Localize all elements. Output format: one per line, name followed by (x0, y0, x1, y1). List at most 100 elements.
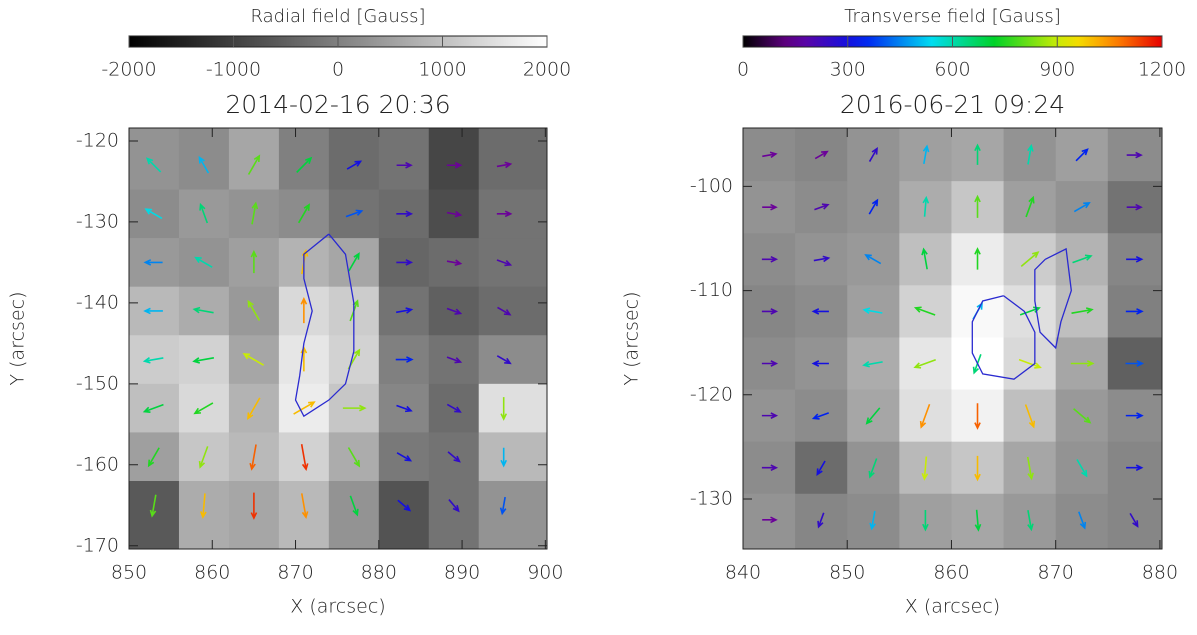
field-arrow (869, 510, 876, 531)
field-arrow (1025, 195, 1035, 218)
field-arrow (496, 355, 512, 365)
x-tick-label: 860 (194, 562, 230, 584)
x-axis-label: X (arcsec) (905, 596, 1000, 618)
radial-cell (428, 128, 480, 191)
x-tick-label: 850 (111, 562, 147, 584)
field-arrow (913, 359, 936, 369)
x-tick-label: 890 (444, 562, 480, 584)
field-arrow (922, 195, 930, 217)
contour (294, 233, 355, 418)
plot-frame (128, 127, 548, 550)
field-arrow (761, 360, 779, 367)
field-arrow (974, 509, 982, 532)
radial-cell (478, 189, 547, 239)
colorbar-tick-label: 900 (1039, 59, 1075, 81)
field-arrow (192, 306, 214, 314)
field-arrow (761, 308, 779, 315)
field-arrow (974, 194, 981, 218)
field-arrow (192, 357, 215, 364)
field-arrow (251, 201, 259, 225)
field-arrow (396, 259, 414, 266)
y-tick-label: -160 (76, 453, 119, 475)
field-arrow (397, 499, 412, 512)
plot-area (129, 128, 547, 549)
x-tick-label: 900 (527, 562, 563, 584)
field-arrow (447, 451, 461, 463)
field-arrow (816, 460, 826, 477)
contour (1034, 247, 1072, 350)
field-arrow (811, 412, 830, 420)
field-arrow (446, 307, 463, 315)
radial-cell (795, 493, 848, 549)
radial-cell (278, 128, 330, 191)
field-arrow (1018, 358, 1042, 369)
colorbar-tick-label: 1000 (418, 59, 466, 81)
x-tick-label: 840 (725, 562, 761, 584)
field-arrow (1026, 456, 1034, 481)
field-arrow (814, 203, 830, 211)
colorbar-tick-label: 0 (737, 59, 749, 81)
y-axis-label: Y (arcsec) (7, 292, 29, 386)
plot-frame (742, 127, 1163, 550)
field-arrow (395, 356, 414, 363)
colorbar-label: Transverse field [Gauss] (844, 6, 1061, 27)
field-arrow (761, 255, 779, 263)
colorbar-tick-label: 1200 (1138, 59, 1186, 81)
radial-cell (743, 493, 796, 549)
field-arrow (346, 160, 363, 170)
field-arrow (817, 512, 825, 529)
field-arrow (868, 198, 879, 215)
field-arrow (1125, 412, 1144, 419)
field-arrow (1126, 151, 1143, 159)
y-tick-label: -110 (690, 279, 733, 301)
field-arrow (145, 157, 162, 173)
field-arrow (242, 353, 265, 366)
field-arrow (868, 147, 878, 162)
field-arrow (247, 154, 261, 175)
x-tick-label: 870 (277, 562, 313, 584)
field-arrow (974, 143, 981, 165)
field-arrow (250, 492, 258, 520)
field-arrow (862, 307, 883, 314)
field-arrow (250, 249, 258, 274)
field-arrow (249, 444, 257, 471)
field-arrow (396, 452, 413, 462)
x-tick-label: 870 (1038, 562, 1074, 584)
radial-cell (178, 128, 230, 191)
field-arrow (396, 307, 414, 314)
panel-title: 2016-06-21 09:24 (840, 90, 1065, 119)
field-arrow (198, 446, 209, 469)
field-arrow (1072, 254, 1093, 264)
field-arrow (814, 150, 829, 160)
field-arrow (396, 404, 413, 413)
field-arrow (1024, 404, 1036, 429)
field-arrow (396, 210, 414, 218)
colorbar-tick-label: 600 (934, 59, 970, 81)
field-arrow (921, 456, 929, 481)
radial-cell (328, 128, 380, 191)
field-arrow (921, 247, 928, 270)
field-arrow (147, 447, 160, 468)
field-arrow (446, 403, 462, 413)
field-arrow (1125, 360, 1145, 367)
field-arrow (293, 401, 316, 415)
radial-cell (129, 128, 180, 191)
field-arrow (345, 209, 364, 218)
field-arrow (1126, 255, 1144, 263)
radial-cell (129, 480, 180, 549)
radial-cell (478, 480, 547, 549)
field-arrow (974, 403, 981, 430)
field-arrow (1027, 510, 1034, 532)
field-arrow (1078, 511, 1087, 530)
field-arrow (974, 455, 981, 482)
field-arrow (761, 464, 779, 472)
field-arrow (300, 297, 308, 324)
field-arrow (1129, 512, 1139, 528)
field-arrow (922, 144, 930, 165)
field-arrow (296, 156, 313, 173)
plot-area (743, 128, 1162, 549)
y-tick-label: -120 (690, 383, 733, 405)
field-arrow (811, 308, 829, 315)
colorbar-tick-label: 300 (830, 59, 866, 81)
field-arrow (862, 361, 883, 368)
